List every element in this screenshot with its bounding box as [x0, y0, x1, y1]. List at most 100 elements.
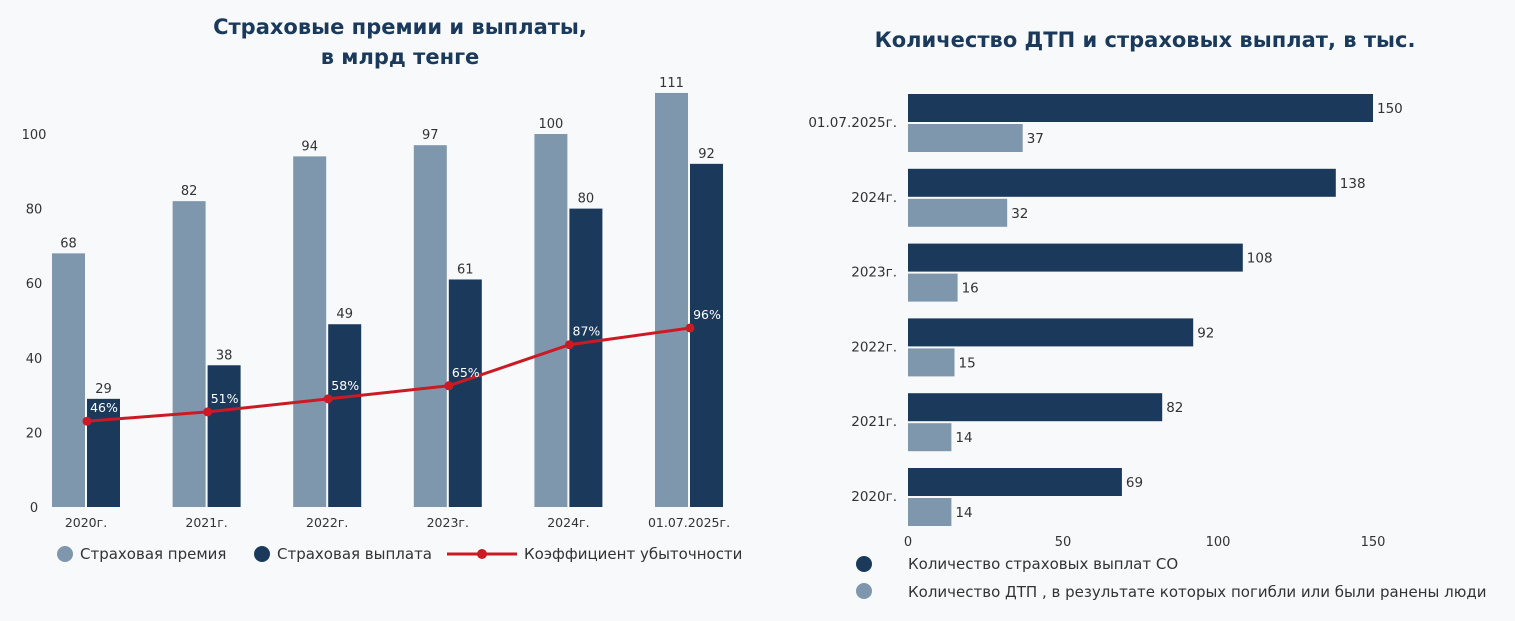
premium-value-label: 94 — [301, 139, 318, 154]
right-chart-title: Количество ДТП и страховых выплат, в тыс… — [874, 28, 1416, 52]
payouts-count-bar — [908, 468, 1122, 496]
payouts-count-bar — [908, 168, 1336, 197]
loss-ratio-label: 51% — [211, 391, 239, 406]
premium-value-label: 111 — [659, 76, 684, 91]
loss-ratio-label: 65% — [452, 365, 480, 380]
payout-bar — [569, 208, 603, 507]
legend-premium-label: Страховая премия — [80, 545, 226, 563]
y-category-label: 01.07.2025г. — [808, 115, 897, 131]
payouts-count-bar — [908, 243, 1243, 272]
accidents-count-bar — [908, 423, 952, 452]
payouts-count-bar — [908, 94, 1373, 122]
x-tick-label: 01.07.2025г. — [648, 515, 730, 530]
legend-payout-label: Страховая выплата — [277, 545, 432, 563]
legend-ratio-label: Коэффициент убыточности — [524, 545, 742, 563]
payouts-count-bar — [908, 318, 1194, 347]
payout-value-label: 80 — [578, 192, 595, 207]
payout-bar — [87, 398, 120, 507]
payouts-count-label: 138 — [1340, 176, 1366, 192]
payout-bar — [207, 365, 241, 507]
legend-payouts-label: Количество страховых выплат СО — [908, 555, 1178, 573]
y-tick-label: 80 — [26, 203, 43, 218]
y-tick-label: 20 — [26, 426, 43, 441]
legend-accidents-label: Количество ДТП , в результате которых по… — [908, 583, 1486, 601]
payout-value-label: 61 — [457, 262, 474, 277]
legend-premium-marker — [57, 546, 73, 562]
payout-value-label: 38 — [216, 348, 233, 363]
legend-payouts-marker — [856, 556, 872, 572]
payouts-count-label: 69 — [1126, 475, 1143, 491]
left-chart-title-line1: Страховые премии и выплаты, — [213, 15, 587, 39]
premium-value-label: 97 — [422, 128, 439, 143]
loss-ratio-line — [86, 326, 691, 423]
payout-value-label: 92 — [698, 147, 715, 162]
payout-value-label: 29 — [95, 382, 112, 397]
y-tick-label: 0 — [30, 501, 38, 516]
accidents-count-label: 16 — [962, 281, 979, 297]
x-tick-label: 2020г. — [65, 515, 107, 530]
premium-bar — [534, 134, 568, 507]
loss-ratio-point — [444, 381, 454, 391]
y-tick-label: 100 — [22, 128, 47, 143]
x-tick-label: 2023г. — [427, 515, 469, 530]
payout-bar — [448, 279, 482, 507]
accidents-count-bar — [908, 498, 952, 526]
payout-value-label: 49 — [336, 307, 353, 322]
accidents-count-bar — [908, 198, 1008, 227]
premium-value-label: 100 — [538, 117, 563, 132]
accidents-count-bar — [908, 124, 1023, 152]
premium-bar — [172, 201, 206, 507]
payouts-count-label: 92 — [1197, 325, 1214, 341]
y-category-label: 2023г. — [851, 265, 897, 281]
loss-ratio-label: 58% — [331, 378, 359, 393]
payouts-count-label: 82 — [1166, 400, 1183, 416]
loss-ratio-label: 46% — [90, 400, 118, 415]
premium-bar — [52, 253, 85, 507]
x-tick-label: 100 — [1206, 535, 1231, 550]
accidents-count-label: 14 — [955, 505, 972, 521]
left-chart-title: Страховые премии и выплаты, в млрд тенге — [140, 12, 660, 72]
loss-ratio-point — [203, 407, 213, 417]
x-tick-label: 2021г. — [185, 515, 227, 530]
y-tick-label: 60 — [26, 277, 43, 292]
payouts-count-label: 150 — [1377, 101, 1403, 117]
legend-payout-marker — [254, 546, 270, 562]
premium-bar — [293, 156, 327, 507]
x-tick-label: 50 — [1055, 535, 1072, 550]
legend-ratio-marker — [477, 549, 487, 559]
y-category-label: 2020г. — [851, 489, 897, 505]
y-category-label: 2024г. — [851, 190, 897, 206]
x-tick-label: 150 — [1361, 535, 1386, 550]
left-chart-title-line2: в млрд тенге — [320, 45, 480, 69]
legend-accidents-marker — [856, 583, 872, 599]
loss-ratio-label: 96% — [693, 307, 721, 322]
accidents-count-label: 37 — [1027, 131, 1044, 147]
premium-bar — [413, 145, 447, 507]
x-tick-label: 2024г. — [547, 515, 589, 530]
accidents-count-bar — [908, 273, 958, 302]
accidents-count-bar — [908, 348, 955, 377]
accidents-count-label: 32 — [1011, 206, 1028, 222]
loss-ratio-label: 87% — [573, 324, 601, 339]
x-tick-label: 0 — [904, 535, 912, 550]
insurance-premiums-chart: 0 20 40 60 80 100 68 29 2020г. 82 38 2021г. 94 49 2022… — [22, 76, 743, 563]
y-category-label: 2022г. — [851, 339, 897, 355]
loss-ratio-point — [82, 416, 92, 426]
loss-ratio-point — [564, 340, 574, 350]
payout-bar — [328, 324, 362, 507]
loss-ratio-point — [323, 394, 333, 404]
y-tick-label: 40 — [26, 352, 43, 367]
payout-bar — [690, 163, 723, 507]
accidents-count-label: 15 — [959, 355, 976, 371]
payouts-count-label: 108 — [1247, 251, 1273, 267]
x-tick-label: 2022г. — [306, 515, 348, 530]
loss-ratio-point — [685, 323, 695, 333]
accidents-count-label: 14 — [955, 430, 972, 446]
payouts-count-bar — [908, 393, 1163, 422]
premium-value-label: 68 — [60, 236, 77, 251]
premium-bar — [655, 92, 688, 507]
premium-value-label: 82 — [181, 184, 198, 199]
y-category-label: 2021г. — [851, 414, 897, 430]
